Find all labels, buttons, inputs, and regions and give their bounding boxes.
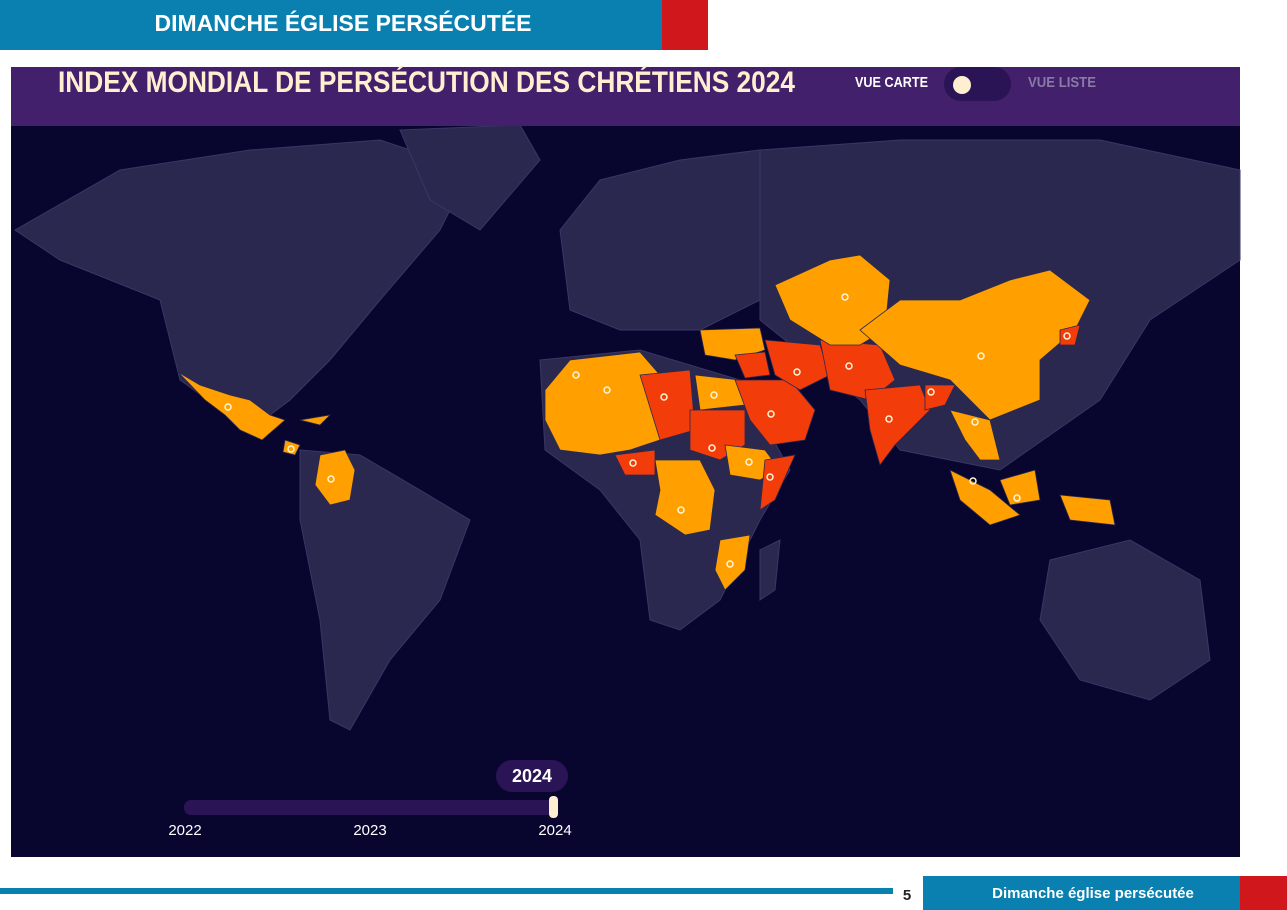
country-markers	[224, 293, 1071, 568]
footer-bar	[923, 876, 1240, 910]
header-title: DIMANCHE ÉGLISE PERSÉCUTÉE	[155, 9, 532, 36]
year-badge-text: 2024	[512, 766, 552, 786]
year-badge	[496, 760, 568, 792]
footer-line	[0, 888, 893, 894]
year-slider-track[interactable]	[184, 800, 556, 815]
toggle-label-list[interactable]: VUE LISTE	[1028, 74, 1096, 91]
year-slider-thumb[interactable]	[549, 796, 558, 818]
header-accent	[662, 0, 708, 50]
page-number: 5	[903, 887, 911, 904]
year-label[interactable]: 2023	[353, 822, 386, 839]
map-header	[11, 67, 1240, 126]
toggle-label-map[interactable]: VUE CARTE	[855, 74, 928, 91]
year-label[interactable]: 2022	[168, 822, 201, 839]
toggle-knob[interactable]	[953, 76, 971, 94]
year-label[interactable]: 2024	[538, 822, 571, 839]
map-title: INDEX MONDIAL DE PERSÉCUTION DES CHRÉTIE…	[58, 65, 795, 99]
footer-text: Dimanche église persécutée	[992, 885, 1194, 902]
header-bar	[0, 0, 662, 50]
footer-accent	[1240, 876, 1287, 910]
world-map	[14, 124, 1241, 731]
